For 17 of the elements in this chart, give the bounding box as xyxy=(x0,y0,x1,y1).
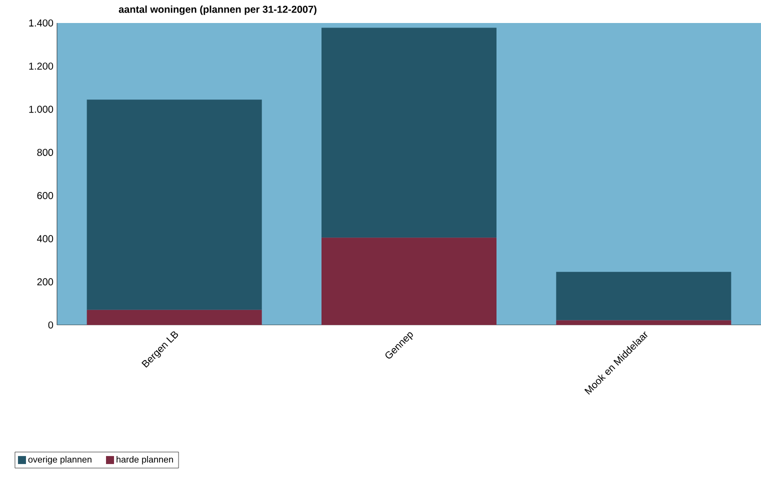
y-tick-label: 0 xyxy=(48,321,54,329)
y-tick-label: 200 xyxy=(37,278,54,286)
legend-label: harde plannen xyxy=(116,456,173,464)
y-tick-label: 600 xyxy=(37,192,54,200)
legend-label: overige plannen xyxy=(28,456,92,464)
y-tick-label: 1.400 xyxy=(29,19,54,27)
bar xyxy=(86,310,262,325)
bar xyxy=(322,28,496,238)
y-tick-label: 400 xyxy=(37,235,54,242)
bar xyxy=(86,100,262,310)
y-tick-label: 1.000 xyxy=(29,106,54,113)
bar xyxy=(556,272,732,320)
y-tick-label: 800 xyxy=(37,148,54,156)
chart-title: aantal woningen (plannen per 31-12-2007) xyxy=(118,6,316,15)
bar xyxy=(556,320,732,325)
bar xyxy=(322,238,496,325)
y-tick-label: 1.200 xyxy=(29,62,54,70)
